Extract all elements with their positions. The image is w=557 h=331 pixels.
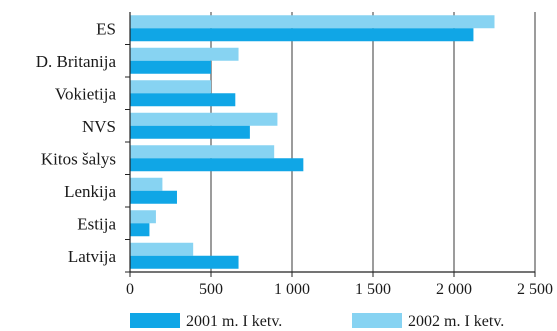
bar-2001-7 [130,255,239,269]
x-tick-label-1: 500 [199,281,223,298]
bar-2002-2 [130,80,211,94]
category-label-1: D. Britanija [36,52,117,71]
bar-2001-5 [130,190,177,204]
bars [130,15,495,269]
legend-swatch-1 [352,313,402,328]
x-tick-label-5: 2 500 [517,281,553,298]
bar-2001-1 [130,60,211,74]
legend-label-0: 2001 m. I ketv. [186,313,282,330]
x-tick-label-0: 0 [126,281,134,298]
category-label-3: NVS [82,117,116,136]
bar-2002-0 [130,15,495,29]
category-labels: ES D. Britanija Vokietija NVS Kitos šalys Len… [36,19,117,266]
legend-label-1: 2002 m. I ketv. [408,313,504,330]
bar-2002-7 [130,242,194,256]
legend-swatch-0 [130,313,180,328]
legend: 2001 m. I ketv. 2002 m. I ketv. [130,313,504,330]
bar-2001-3 [130,125,250,139]
category-label-0: ES [96,19,116,38]
bar-2002-6 [130,210,156,224]
x-tick-label-3: 1 500 [355,281,391,298]
x-tick-labels: 0 500 1 000 1 500 2 000 2 500 [126,281,553,298]
x-tick-label-2: 1 000 [274,281,310,298]
x-tick-label-4: 2 000 [436,281,472,298]
bar-2001-2 [130,93,236,107]
category-label-4: Kitos šalys [41,149,116,168]
category-label-2: Vokietija [55,84,117,103]
category-label-6: Estija [77,214,116,233]
bar-2001-6 [130,223,150,237]
bar-2002-1 [130,47,239,61]
category-label-7: Latvija [68,247,117,266]
axes [125,12,536,277]
bar-2002-4 [130,145,275,159]
category-label-5: Lenkija [64,182,116,201]
grid-lines [210,12,536,272]
bar-2001-0 [130,28,474,42]
bar-2001-4 [130,158,304,172]
bar-2002-5 [130,177,163,191]
bar-2002-3 [130,112,278,126]
